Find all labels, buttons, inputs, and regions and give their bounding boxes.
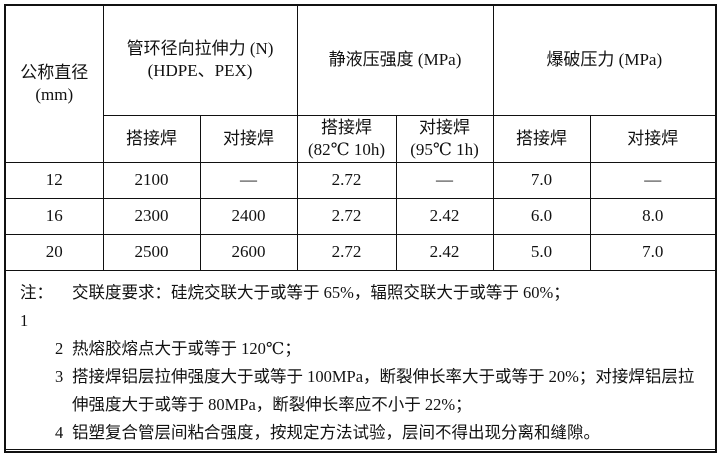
header-diameter-label: 公称直径 xyxy=(20,62,89,82)
header-burst: 爆破压力 (MPa) xyxy=(492,6,716,116)
table-cell: 2.72 xyxy=(296,162,397,199)
table-cell: 7.0 xyxy=(589,233,716,271)
table-cell: 2.72 xyxy=(296,197,397,235)
table-cell: — xyxy=(395,162,494,199)
note-item: 4 铝塑复合管层间粘合强度，按规定方法试验，层间不得出现分离和缝隙。 xyxy=(20,419,715,447)
table-cell: 2500 xyxy=(102,233,201,271)
spec-table-frame: 公称直径 (mm) 管环径向拉伸力 (N) (HDPE、PEX) 静液压强度 (… xyxy=(4,4,717,453)
table-cell: 8.0 xyxy=(589,197,716,235)
table-cell: 2400 xyxy=(199,197,298,235)
note-prefix: 注： xyxy=(20,282,53,302)
table-cell: 12 xyxy=(6,162,104,199)
table-cell: 2.42 xyxy=(395,197,494,235)
table-cell: 2.42 xyxy=(395,233,494,271)
header-ring-tension: 管环径向拉伸力 (N) (HDPE、PEX) xyxy=(102,6,298,116)
note-lead: 3 xyxy=(20,363,72,419)
header-ring-tension-line1: 管环径向拉伸力 (N) xyxy=(126,39,274,59)
note-lead: 注： 1 xyxy=(20,279,72,335)
table-cell: 2.72 xyxy=(296,233,397,271)
note-text: 热熔胶熔点大于或等于 120℃； xyxy=(72,338,301,358)
header-ring-butt: 对接焊 xyxy=(199,114,298,163)
note-number: 2 xyxy=(55,338,64,358)
header-ring-lap: 搭接焊 xyxy=(103,114,201,163)
note-item: 2 热熔胶熔点大于或等于 120℃； xyxy=(20,335,715,363)
header-burst-butt: 对接焊 xyxy=(589,114,716,163)
table-cell: 7.0 xyxy=(492,162,591,199)
note-lead: 2 xyxy=(20,335,72,363)
note-lead: 4 xyxy=(20,419,72,447)
header-hydro-butt-line1: 对接焊 xyxy=(419,117,471,137)
spec-table: 公称直径 (mm) 管环径向拉伸力 (N) (HDPE、PEX) 静液压强度 (… xyxy=(6,6,716,450)
note-text: 交联度要求：硅烷交联大于或等于 65%，辐照交联大于或等于 60%； xyxy=(72,282,570,302)
header-hydro-lap: 搭接焊 (82℃ 10h) xyxy=(296,114,397,163)
header-hydro-lap-line1: 搭接焊 xyxy=(321,117,373,137)
note-text: 铝塑复合管层间粘合强度，按规定方法试验，层间不得出现分离和缝隙。 xyxy=(72,422,600,442)
header-ring-tension-line2: (HDPE、PEX) xyxy=(147,61,253,81)
note-text: 搭接焊铝层拉伸强度大于或等于 100MPa，断裂伸长率大于或等于 20%；对接焊… xyxy=(72,366,695,414)
note-number: 3 xyxy=(55,366,64,386)
table-cell: 2300 xyxy=(102,197,201,235)
table-cell: 2100 xyxy=(102,162,201,199)
table-cell: 20 xyxy=(6,233,104,271)
table-cell: — xyxy=(199,162,298,199)
table-row: 16 2300 2400 2.72 2.42 6.0 8.0 xyxy=(6,197,716,235)
table-cell: 16 xyxy=(6,197,104,235)
header-hydrostatic: 静液压强度 (MPa) xyxy=(296,6,494,116)
table-row: 12 2100—2.72—7.0— xyxy=(6,162,716,199)
header-hydro-lap-line2: (82℃ 10h) xyxy=(307,139,386,159)
table-cell: — xyxy=(589,162,716,199)
header-hydro-butt-line2: (95℃ 1h) xyxy=(410,139,479,159)
header-diameter: 公称直径 (mm) xyxy=(6,6,104,163)
note-number: 4 xyxy=(55,422,64,442)
table-cell: 6.0 xyxy=(492,197,591,235)
notes: 注： 1 交联度要求：硅烷交联大于或等于 65%，辐照交联大于或等于 60%； 2 热熔… xyxy=(6,270,716,450)
table-row: 20 2500 2600 2.72 2.42 5.0 7.0 xyxy=(6,233,716,271)
header-diameter-unit: (mm) xyxy=(35,84,74,104)
header-hydro-butt: 对接焊 (95℃ 1h) xyxy=(395,114,494,163)
note-number: 1 xyxy=(20,310,29,330)
table-cell: 2600 xyxy=(199,233,298,271)
note-item: 注： 1 交联度要求：硅烷交联大于或等于 65%，辐照交联大于或等于 60%； xyxy=(20,279,715,335)
table-cell: 5.0 xyxy=(492,233,591,271)
note-item: 3 搭接焊铝层拉伸强度大于或等于 100MPa，断裂伸长率大于或等于 20%；对接… xyxy=(20,363,715,419)
header-burst-lap: 搭接焊 xyxy=(492,114,591,163)
